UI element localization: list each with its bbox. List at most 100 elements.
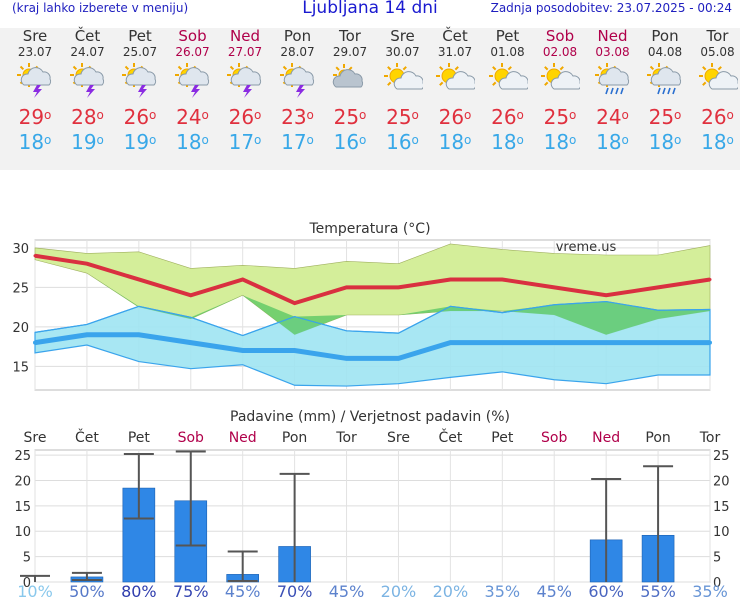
x-day-label: Pon [282, 430, 307, 446]
max-temperature: 26o [491, 105, 524, 129]
min-temperature-point [500, 340, 505, 345]
min-temperature-point [136, 332, 141, 337]
rain-probability-label: 20% [433, 582, 469, 600]
min-temperature: 18o [18, 130, 52, 154]
day-name: Ned [230, 27, 260, 45]
forecast-day: Čet 24.07 28o 19o [62, 28, 114, 155]
forecast-day: Tor 29.07 25o 16o [324, 28, 376, 155]
max-temperature-point [396, 285, 400, 289]
rain-probability-label: 35% [692, 582, 728, 600]
y-tick-label-left: 20 [14, 474, 31, 489]
rain-probability-label: 60% [588, 582, 624, 600]
day-name: Tor [706, 27, 729, 45]
x-day-label: Pet [128, 430, 151, 446]
day-name: Sob [545, 27, 575, 45]
max-temperature: 25o [648, 105, 682, 129]
day-date: 29.07 [332, 45, 368, 59]
forecast-day: Pet 01.08 26o 18o [482, 28, 534, 155]
min-temperature-point [33, 340, 37, 345]
forecast-day: Ned 27.07 26o 17o [219, 28, 271, 155]
day-date: 27.07 [227, 45, 263, 59]
rain-probability-label: 80% [121, 582, 157, 600]
max-temperature-point [604, 293, 608, 297]
watermark: vreme.us [556, 240, 617, 255]
sun-cloud-icon [488, 63, 529, 99]
rain-probability-label: 35% [485, 582, 521, 600]
y-tick-label-right: 20 [713, 474, 730, 489]
max-temperature-line [34, 253, 711, 306]
day-date: 01.08 [490, 45, 525, 59]
rain-probability-label: 10% [17, 582, 53, 600]
max-temperature: 26o [123, 105, 157, 129]
y-tick-label-left: 15 [14, 500, 31, 515]
max-temperature: 25o [386, 105, 419, 129]
rain-probability-label: 50% [69, 582, 105, 600]
x-day-label: Čet [438, 428, 462, 446]
y-tick-label: 25 [12, 281, 29, 296]
sun-cloud-icon [540, 63, 582, 99]
min-temperature-point [84, 332, 89, 337]
day-date: 05.08 [700, 45, 735, 59]
forecast-day: Sre 23.07 29o 18o [9, 28, 61, 155]
max-temperature-point [33, 254, 37, 258]
max-temperature: 26o [228, 105, 262, 129]
y-tick-label: 15 [12, 360, 29, 375]
day-name: Sob [178, 27, 207, 45]
daily-forecast-strip: Sre 23.07 29o 18o Čet 24.07 28o 19o Pet 25.07 26o 1… [0, 28, 740, 170]
x-day-label: Sob [541, 430, 567, 446]
day-name: Pet [495, 27, 520, 45]
day-date: 31.07 [437, 45, 473, 59]
day-date: 24.07 [70, 45, 105, 59]
forecast-day: Čet 31.07 26o 18o [429, 28, 481, 155]
max-temperature: 24o [596, 105, 629, 129]
max-temperature: 26o [701, 105, 734, 129]
min-temperature-point [604, 340, 609, 345]
max-temperature-point [241, 277, 245, 281]
precipitation-chart-title: Padavine (mm) / Verjetnost padavin (%) [230, 409, 510, 425]
x-day-label: Tor [335, 430, 357, 446]
y-tick-label: 20 [12, 321, 29, 336]
min-temperature: 18o [176, 130, 209, 154]
min-temperature: 18o [701, 130, 734, 154]
day-date: 02.08 [542, 45, 578, 59]
location-menu-hint[interactable]: (kraj lahko izberete v meniju) [12, 1, 189, 15]
day-name: Pon [283, 27, 312, 45]
min-band-upper-edge [34, 300, 711, 337]
x-day-label: Ned [592, 430, 620, 446]
thunderstorm-sun-icon [120, 63, 160, 99]
day-name: Pet [128, 27, 152, 45]
x-day-label: Sre [24, 430, 47, 446]
y-tick-label-left: 0 [23, 576, 31, 591]
day-date: 28.07 [280, 45, 315, 59]
max-temperature-point [345, 285, 349, 289]
day-date: 23.07 [17, 45, 53, 59]
forecast-day: Sob 02.08 25o 18o [534, 28, 586, 155]
thunderstorm-sun-icon [225, 63, 265, 99]
day-date: 30.07 [385, 45, 420, 59]
forecast-day: Sre 30.07 25o 16o [377, 28, 429, 155]
min-temperature-point [188, 340, 193, 345]
rain-sun-icon [645, 63, 685, 99]
x-day-label: Čet [75, 428, 99, 446]
min-temperature-point [708, 340, 712, 345]
min-temperature-point [292, 348, 297, 353]
temperature-chart-title: Temperatura (°C) [308, 221, 430, 237]
max-temperature: 24o [176, 105, 209, 129]
header: (kraj lahko izberete v meniju) Ljubljana… [0, 0, 740, 22]
min-temperature: 17o [281, 130, 314, 154]
day-date: 25.07 [122, 45, 158, 59]
min-temperature: 18o [491, 130, 524, 154]
max-temperature-point [552, 285, 556, 289]
min-temperature: 17o [228, 130, 262, 154]
rain-sun-icon [593, 63, 633, 99]
max-temperature-point [85, 262, 89, 266]
max-temperature-point [656, 285, 660, 289]
day-name: Pon [651, 27, 679, 45]
rain-probability-label: 45% [329, 582, 365, 600]
last-update: Zadnja posodobitev: 23.07.2025 - 00:24 [490, 1, 732, 15]
max-temperature-point [137, 277, 141, 281]
min-temperature-line [34, 332, 710, 361]
forecast-day: Pon 28.07 23o 17o [272, 28, 324, 155]
max-temperature: 26o [438, 105, 472, 129]
max-temperature: 28o [71, 105, 104, 129]
